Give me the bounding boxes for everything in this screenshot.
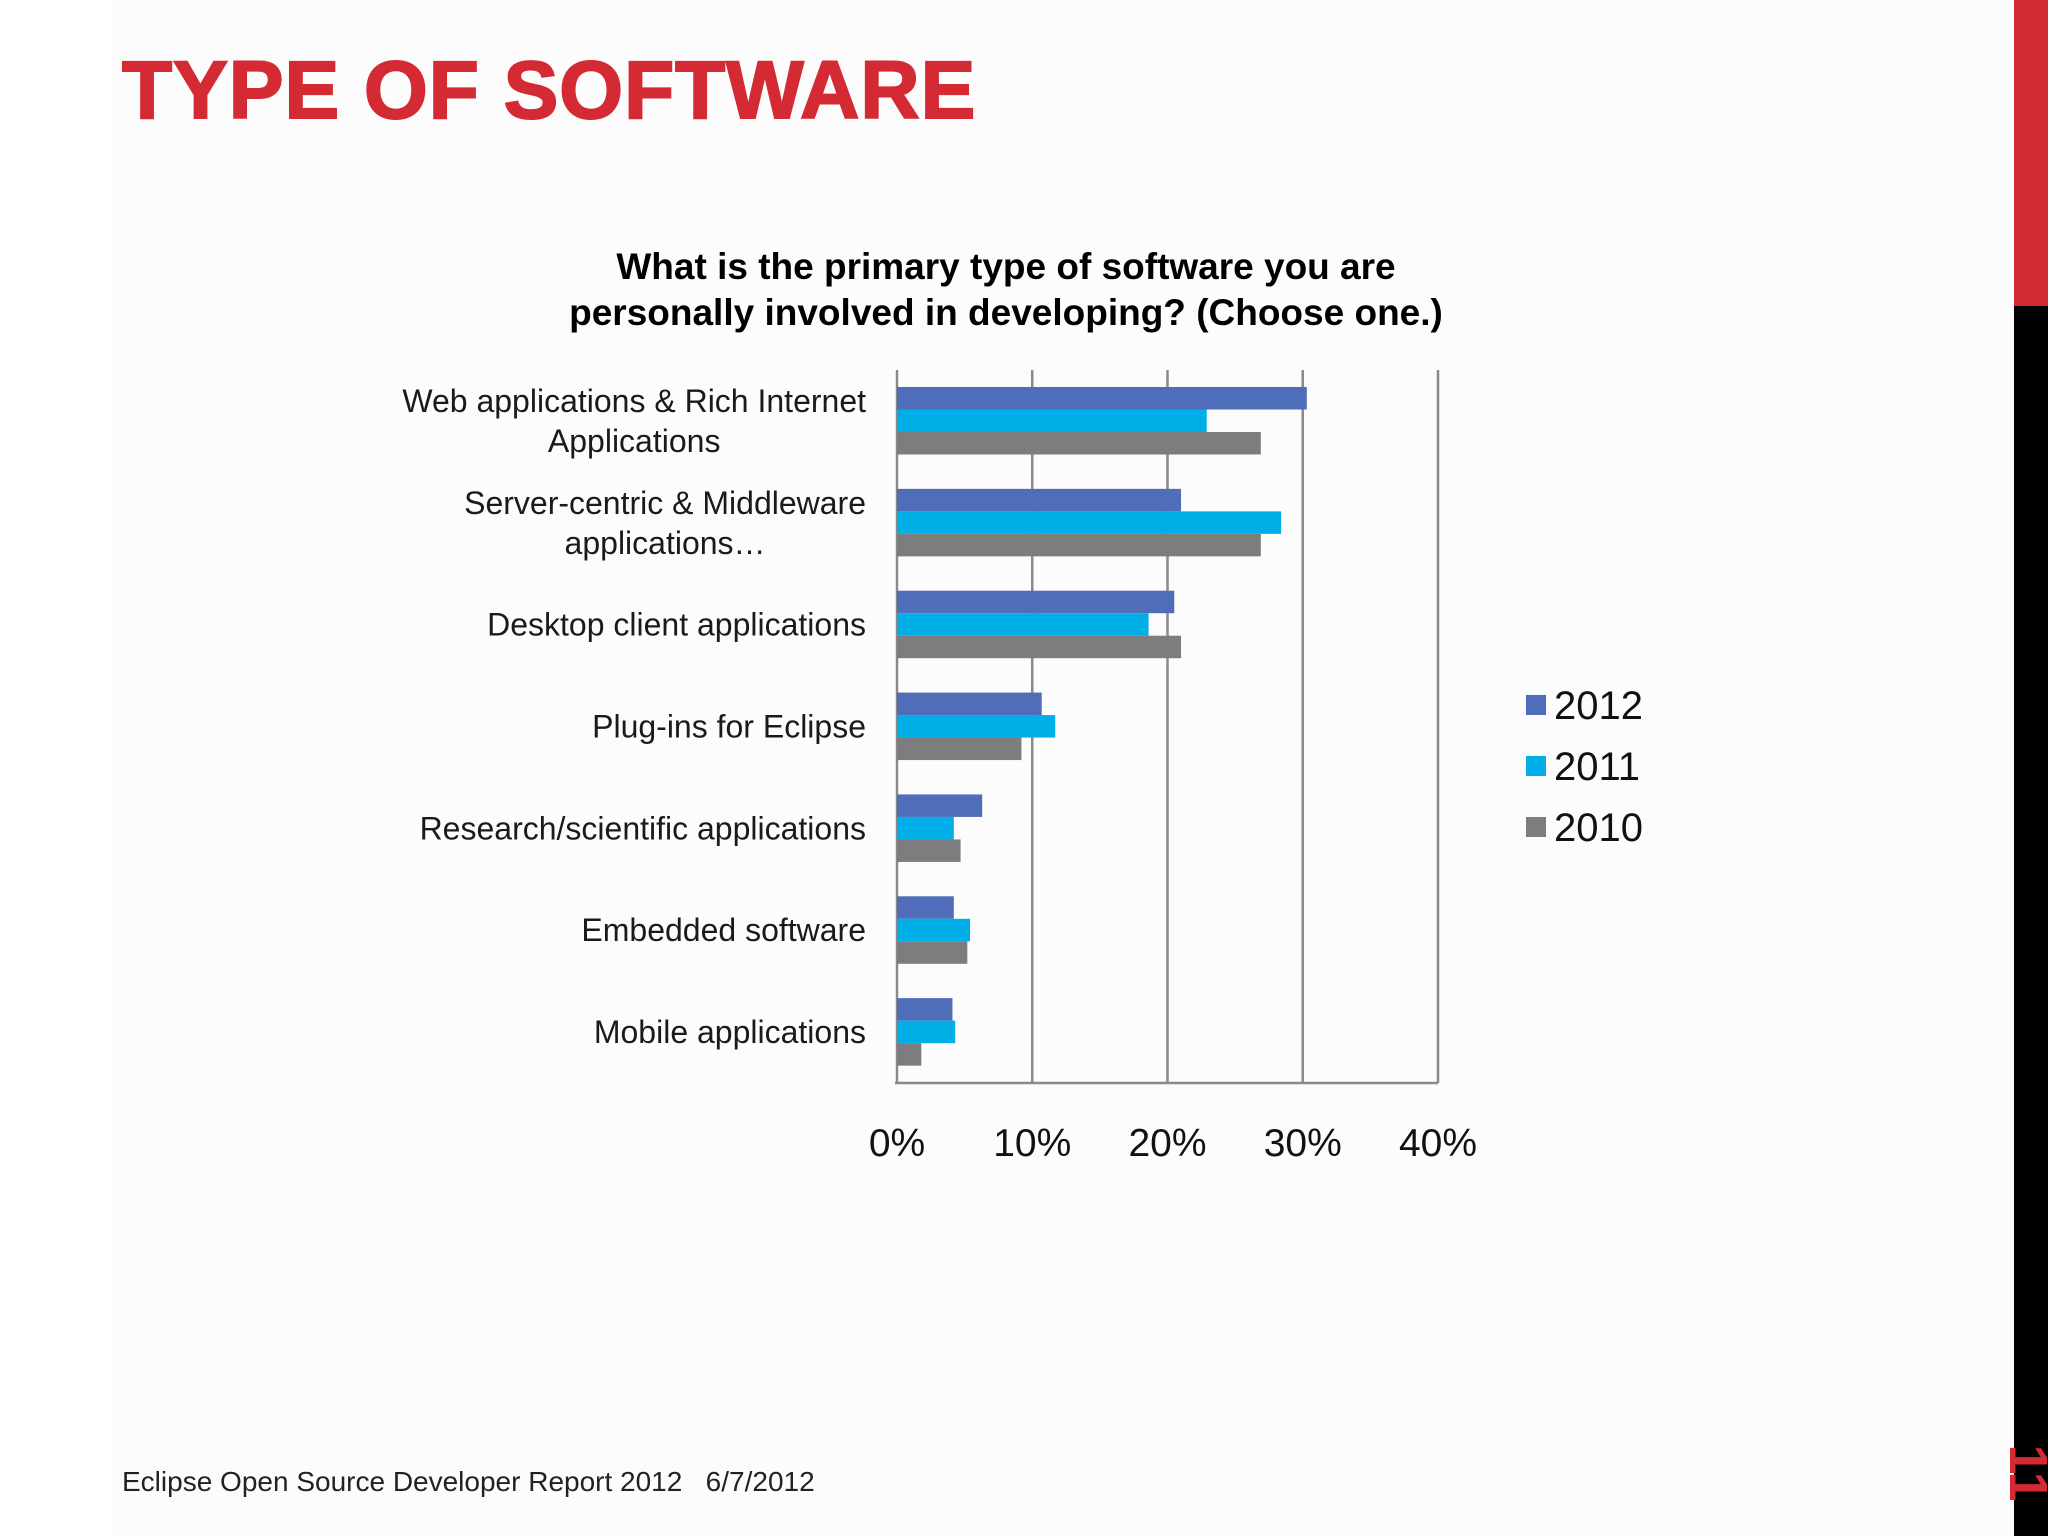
bar-2010 xyxy=(897,1043,922,1066)
bar-2010 xyxy=(897,432,1261,455)
bar-2011 xyxy=(897,918,971,942)
legend-label: 2011 xyxy=(1554,745,1640,789)
x-tick-label: 40% xyxy=(1399,1122,1477,1165)
category-label: Mobile applications xyxy=(594,1014,866,1050)
legend-swatch xyxy=(1526,695,1546,715)
chart-title-line-1: What is the primary type of software you… xyxy=(616,246,1395,287)
x-tick-label: 30% xyxy=(1264,1122,1342,1165)
legend-swatch xyxy=(1526,817,1546,837)
category-labels: Web applications & Rich Internet Applicat… xyxy=(402,383,866,1050)
category-label: Embedded software xyxy=(581,912,866,948)
slide-title: TYPE OF SOFTWARE xyxy=(121,45,977,136)
legend-label: 2012 xyxy=(1554,684,1643,728)
bar-2012 xyxy=(897,692,1042,716)
chart-title-line-2: personally involved in developing? (Choo… xyxy=(569,292,1443,333)
bar-2010 xyxy=(897,635,1182,659)
bar-2011 xyxy=(897,511,1282,534)
bar-2012 xyxy=(897,590,1175,614)
bar-2010 xyxy=(897,941,968,964)
bar-2011 xyxy=(897,816,954,840)
bar-2011 xyxy=(897,715,1056,738)
x-tick-label: 0% xyxy=(869,1122,925,1165)
bar-2012 xyxy=(897,794,983,817)
category-label: Web applications & Rich Internet Applicat… xyxy=(402,383,866,459)
category-label: Desktop client applications xyxy=(487,607,866,643)
bar-2011 xyxy=(897,613,1149,636)
category-label: Plug-ins for Eclipse xyxy=(592,709,866,745)
bar-2012 xyxy=(897,387,1307,410)
x-tick-label: 20% xyxy=(1128,1122,1206,1165)
category-label: Server-centric & Middleware applications… xyxy=(464,485,866,561)
category-label: Research/scientific applications xyxy=(420,810,866,846)
accent-bar-black xyxy=(2014,306,2048,1536)
bar-2011 xyxy=(897,409,1207,432)
bar-2010 xyxy=(897,533,1261,557)
legend-label: 2010 xyxy=(1554,806,1643,850)
accent-bar-red xyxy=(2014,0,2048,306)
content-area xyxy=(112,0,2014,1536)
bar-2010 xyxy=(897,737,1022,761)
footer-text: Eclipse Open Source Developer Report 201… xyxy=(122,1466,815,1497)
bar-2011 xyxy=(897,1020,956,1044)
x-tick-labels: 0% 10% 20% 30% 40% xyxy=(869,1122,1477,1165)
bars xyxy=(897,387,1307,1066)
bar-2012 xyxy=(897,488,1182,512)
legend: 2012 2011 2010 xyxy=(1526,684,1643,850)
bar-2010 xyxy=(897,839,961,862)
bar-2012 xyxy=(897,896,954,919)
x-tick-label: 10% xyxy=(993,1122,1071,1165)
bar-2012 xyxy=(897,998,953,1021)
legend-swatch xyxy=(1526,756,1546,776)
